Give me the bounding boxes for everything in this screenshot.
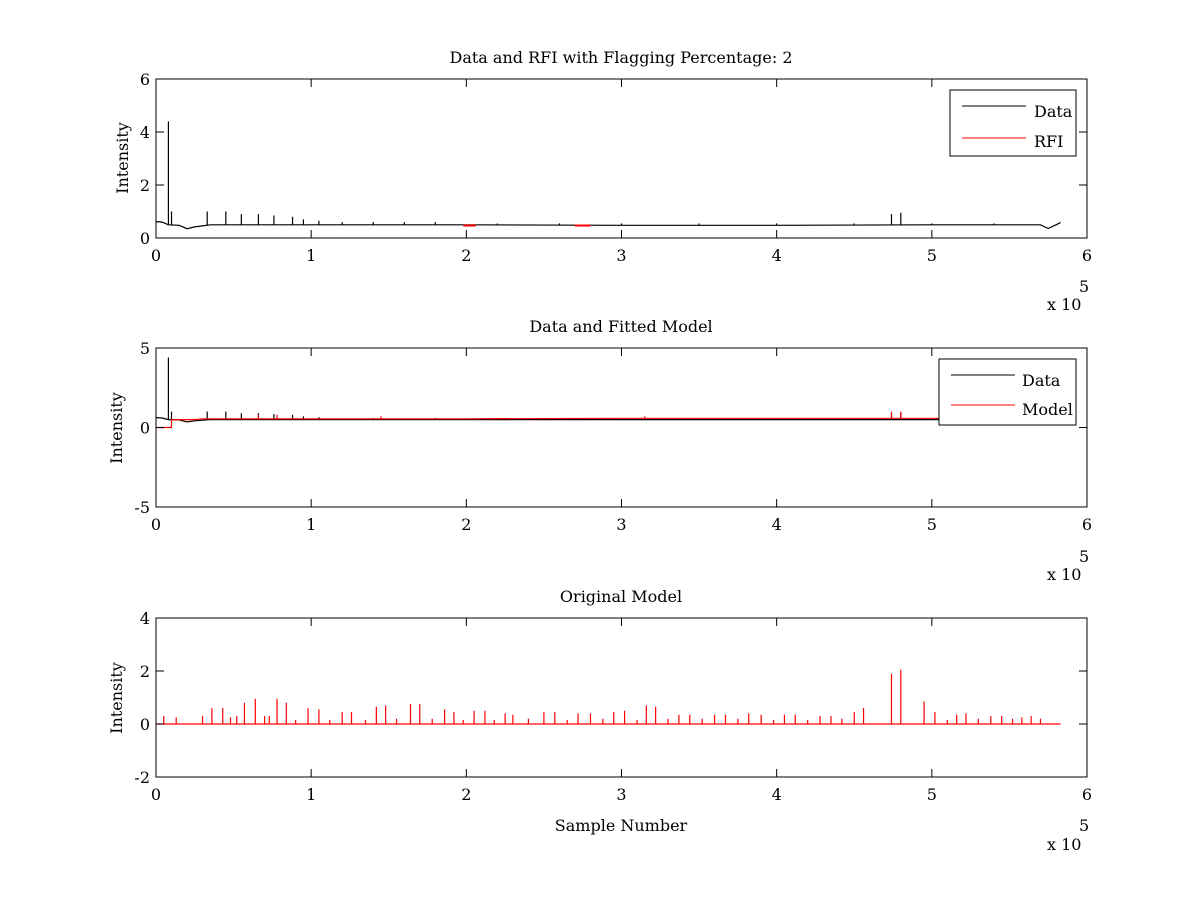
x-tick-label: 0 [151, 515, 161, 534]
panel-3-x-exponent-label: x 10 [1047, 835, 1081, 854]
x-tick-label: 2 [461, 246, 471, 265]
x-tick-label: 1 [306, 515, 316, 534]
y-tick-label: 6 [140, 70, 150, 89]
panel-3-x-exponent: x 10 5 [1047, 816, 1089, 854]
panel-1-legend: Data RFI [949, 89, 1077, 157]
panel-3-title: Original Model [560, 587, 682, 606]
y-tick-label: 5 [140, 339, 150, 358]
panel-1-x-exponent-label: x 10 [1047, 295, 1081, 314]
panel-1-x-exponent: x 10 5 [1047, 277, 1089, 314]
panel-1-title: Data and RFI with Flagging Percentage: 2 [449, 48, 792, 67]
panel-2-ylabel: Intensity [107, 392, 126, 464]
legend-box [949, 89, 1077, 157]
series-line-data [155, 221, 1061, 230]
panel-3-ylabel: Intensity [107, 662, 126, 734]
y-tick-label: -5 [134, 498, 150, 517]
y-tick-label: 2 [140, 662, 150, 681]
panel-2-x-exponent-power: 5 [1079, 547, 1089, 566]
x-tick-label: 3 [616, 515, 626, 534]
x-tick-label: 2 [461, 515, 471, 534]
panel-2-title: Data and Fitted Model [529, 317, 712, 336]
panel-3-xlabel: Sample Number [555, 816, 688, 835]
x-tick-label: 4 [772, 785, 782, 804]
x-tick-label: 5 [927, 515, 937, 534]
x-tick-label: 0 [151, 246, 161, 265]
x-tick-label: 5 [927, 246, 937, 265]
legend-box [938, 358, 1077, 426]
x-tick-label: 6 [1082, 515, 1092, 534]
x-tick-label: 2 [461, 785, 471, 804]
x-tick-label: 6 [1082, 785, 1092, 804]
y-tick-label: -2 [134, 768, 150, 787]
x-tick-label: 1 [306, 785, 316, 804]
panel-data-rfi: Data and RFI with Flagging Percentage: 2… [113, 48, 1092, 314]
y-tick-label: 0 [140, 229, 150, 248]
legend-label-rfi: RFI [1034, 132, 1063, 151]
legend-label-data: Data [1022, 371, 1061, 390]
panel-1-x-exponent-power: 5 [1079, 277, 1089, 296]
panel-3-x-exponent-power: 5 [1079, 816, 1089, 835]
series-line-data [155, 417, 1061, 423]
legend-label-model: Model [1022, 400, 1073, 419]
x-tick-label: 0 [151, 785, 161, 804]
x-tick-label: 6 [1082, 246, 1092, 265]
panel-1-plot: 0 1 2 3 4 5 6 0 2 4 6 [140, 70, 1092, 265]
x-tick-label: 1 [306, 246, 316, 265]
legend-label-data: Data [1034, 102, 1073, 121]
y-tick-label: 2 [140, 176, 150, 195]
y-tick-label: 0 [140, 715, 150, 734]
panel-2-x-exponent-label: x 10 [1047, 565, 1081, 584]
series-line-model [156, 417, 1061, 429]
x-tick-label: 3 [616, 246, 626, 265]
panel-data-fitted-model: Data and Fitted Model Intensity 0 1 2 3 4 5 6 -… [107, 317, 1092, 584]
panel-2-x-exponent: x 10 5 [1047, 547, 1089, 584]
x-tick-label: 4 [772, 246, 782, 265]
x-tick-label: 4 [772, 515, 782, 534]
x-tick-label: 5 [927, 785, 937, 804]
y-tick-label: 4 [140, 609, 150, 628]
y-tick-label: 4 [140, 123, 150, 142]
series-model [156, 669, 1061, 725]
panel-2-plot: 0 1 2 3 4 5 6-505 [134, 339, 1092, 534]
series-model [156, 411, 1061, 429]
panel-2-legend: Data Model [938, 358, 1077, 426]
panel-1-ylabel: Intensity [113, 122, 132, 194]
x-tick-label: 3 [616, 785, 626, 804]
y-tick-label: 0 [140, 419, 150, 438]
series-data [155, 121, 1061, 230]
